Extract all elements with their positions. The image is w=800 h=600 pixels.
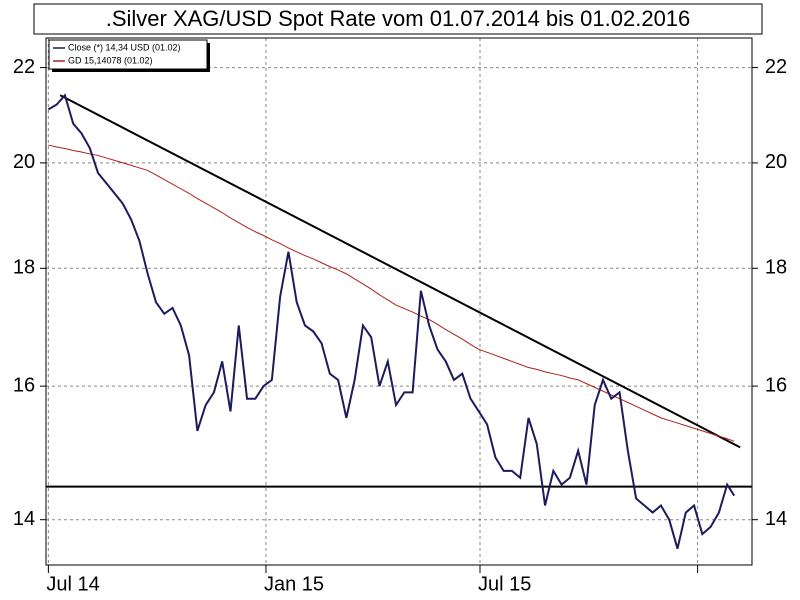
y-tick-label: 18 xyxy=(13,257,35,279)
series-line xyxy=(47,93,736,549)
chart-title: .Silver XAG/USD Spot Rate vom 01.07.2014… xyxy=(106,6,691,31)
y-tick-label: 14 xyxy=(13,508,35,530)
y2-tick-label: 20 xyxy=(765,151,787,173)
legend-box xyxy=(48,39,208,70)
trend-line xyxy=(59,94,741,449)
y2-tick-label: 22 xyxy=(765,56,787,78)
title-box xyxy=(33,3,763,35)
y-tick-label: 22 xyxy=(13,56,35,78)
legend-label: Close (*) 14,34 USD (01.02) xyxy=(68,42,181,52)
y2-tick-label: 14 xyxy=(765,508,787,530)
y-tick-label: 20 xyxy=(13,151,35,173)
y2-tick-label: 16 xyxy=(765,374,787,396)
legend-label: GD 15,14078 (01.02) xyxy=(68,55,153,65)
x-tick-label: Jan 15 xyxy=(264,573,324,595)
y2-tick-label: 18 xyxy=(765,257,787,279)
y-tick-label: 16 xyxy=(13,374,35,396)
x-tick-label: Jul 14 xyxy=(46,573,99,595)
x-tick-label: Jul 15 xyxy=(478,573,531,595)
plot-frame xyxy=(45,37,753,566)
